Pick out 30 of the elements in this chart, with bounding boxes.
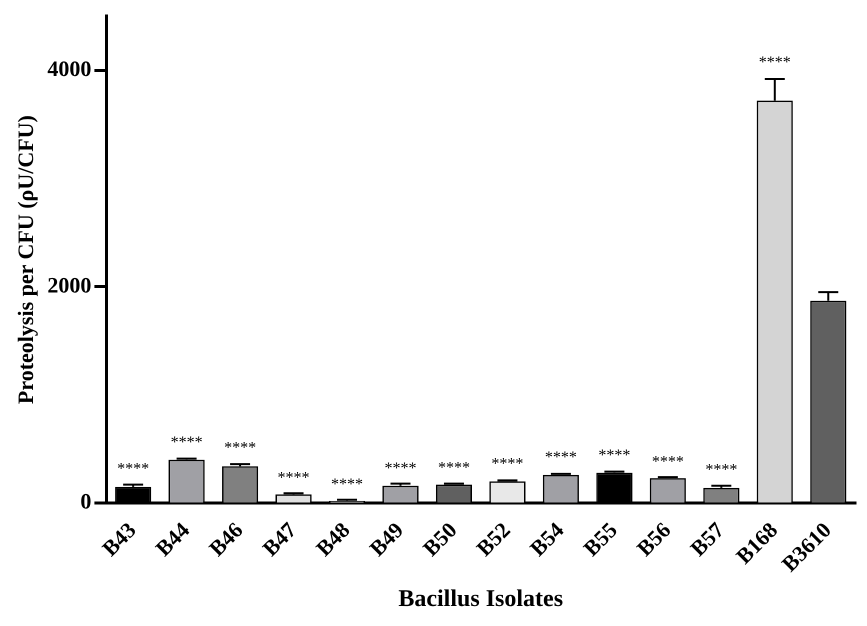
annotation: **** (652, 453, 684, 470)
y-tick-label: 2000 (47, 272, 92, 298)
x-tick-label: B52 (471, 517, 515, 561)
x-tick-label: B44 (150, 517, 194, 561)
y-tick-label: 0 (80, 488, 92, 514)
x-tick-label: B43 (97, 517, 141, 561)
annotation: **** (758, 54, 791, 72)
annotation: **** (705, 461, 738, 478)
x-tick-label: B49 (364, 517, 408, 561)
annotation: **** (438, 459, 470, 476)
y-axis-title: Proteolysis per CFU (ρU/CFU) (12, 115, 38, 404)
annotation: **** (384, 460, 416, 477)
annotation: **** (170, 434, 203, 451)
annotation: **** (544, 449, 577, 466)
x-tick-label: B47 (257, 517, 302, 561)
annotation: **** (491, 456, 524, 473)
x-tick-label: B55 (578, 517, 622, 561)
x-axis-title: Bacillus Isolates (398, 586, 564, 612)
annotation: **** (331, 476, 364, 494)
x-tick-label: B56 (632, 517, 676, 561)
x-tick-label: B54 (524, 517, 568, 561)
y-tick-label: 4000 (47, 56, 92, 81)
annotation: **** (117, 460, 150, 478)
x-tick-label: B57 (685, 517, 729, 561)
annotation: **** (598, 446, 630, 464)
x-tick-label: B46 (204, 517, 248, 561)
annotation: **** (224, 439, 256, 456)
x-tick-label: B48 (310, 517, 355, 561)
annotation: **** (278, 470, 310, 487)
x-tick-label: B50 (418, 517, 462, 561)
